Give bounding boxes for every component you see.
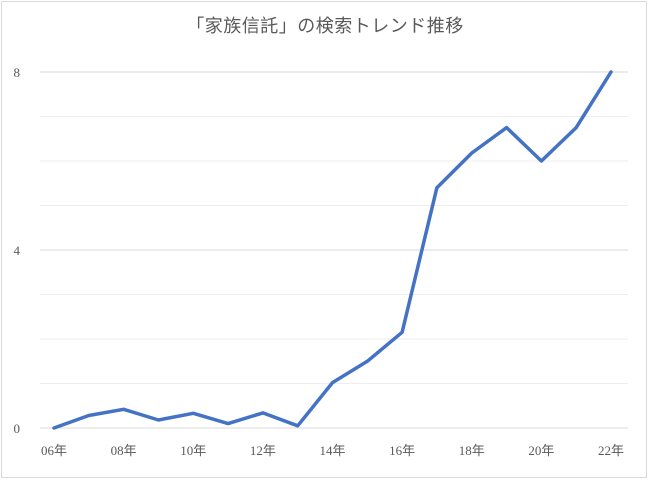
- data-point: [539, 159, 543, 163]
- x-tick-label: 08年: [111, 443, 137, 458]
- x-tick-label: 12年: [250, 443, 276, 458]
- x-tick-label: 06年: [41, 443, 67, 458]
- data-point: [400, 330, 404, 334]
- data-point: [331, 381, 334, 385]
- data-point: [191, 411, 195, 415]
- data-point: [435, 186, 439, 190]
- data-point: [609, 70, 613, 74]
- data-point: [505, 126, 509, 130]
- y-tick-label: 8: [14, 65, 21, 80]
- chart-title: 「家族信託」の検索トレンド推移: [186, 16, 464, 37]
- x-tick-label: 16年: [389, 443, 415, 458]
- data-point: [261, 411, 265, 415]
- x-tick-label: 18年: [459, 443, 485, 458]
- x-tick-label: 10年: [180, 443, 206, 458]
- y-tick-label: 4: [14, 243, 21, 258]
- x-tick-label: 20年: [528, 443, 554, 458]
- data-point: [156, 418, 160, 422]
- data-point: [52, 426, 56, 430]
- x-tick-label: 22年: [598, 443, 624, 458]
- data-point: [122, 407, 126, 411]
- data-point: [365, 359, 369, 363]
- y-tick-label: 0: [14, 421, 21, 436]
- data-point: [470, 151, 474, 155]
- data-point: [226, 422, 230, 426]
- data-point: [574, 126, 578, 130]
- data-point: [296, 424, 300, 428]
- x-tick-label: 14年: [319, 443, 345, 458]
- data-point: [87, 414, 91, 418]
